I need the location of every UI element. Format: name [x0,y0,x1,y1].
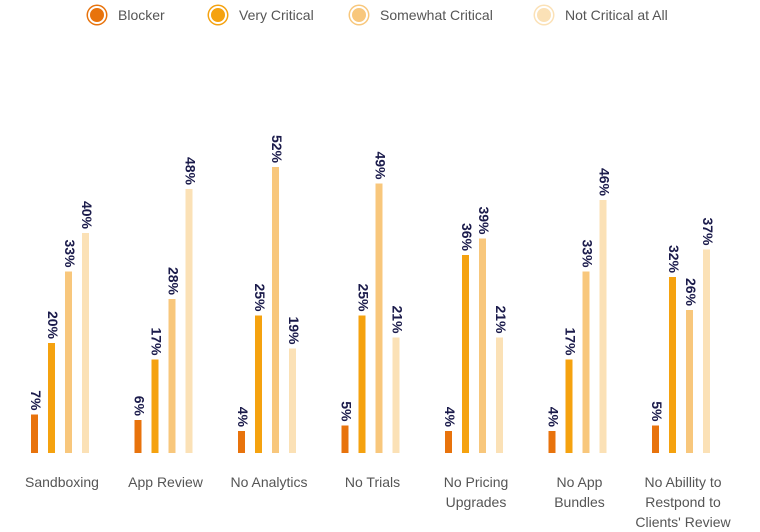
legend-swatch-very-critical [209,6,227,24]
legend-swatch-not-critical [535,6,553,24]
category-label: Clients' Review [635,514,731,530]
bar [565,359,573,453]
legend-item-not-critical: Not Critical at All [535,6,668,24]
bar [65,271,72,453]
bar [582,271,590,453]
category-label: No Pricing [444,474,509,490]
data-label: 4% [235,407,251,428]
bar [703,249,710,453]
bar [272,167,279,453]
bar [48,343,55,453]
data-label: 19% [286,316,302,345]
data-label: 25% [252,283,268,312]
bar [82,233,89,453]
bar [599,200,607,453]
data-label: 26% [683,278,699,307]
bar [134,420,142,453]
data-label: 7% [28,390,44,411]
data-label: 46% [596,168,612,197]
data-label: 6% [131,396,147,417]
legend-item-somewhat-critical: Somewhat Critical [350,6,493,24]
data-label: 21% [493,305,509,334]
category-label: No Analytics [230,474,307,490]
bar [151,359,159,453]
legend-swatch-blocker [88,6,106,24]
data-label: 33% [579,239,595,268]
bar [669,277,676,453]
category-label: Restpond to [645,494,721,510]
bar [341,425,349,453]
bar [255,315,262,453]
bar [168,299,176,453]
bar [462,255,469,453]
category-label: Upgrades [446,494,507,510]
data-label: 52% [269,135,285,164]
bar [479,238,486,453]
bar [445,431,452,453]
data-label: 37% [700,217,716,246]
data-label: 4% [545,407,561,428]
data-label: 49% [372,151,388,180]
data-label: 25% [355,283,371,312]
legend-label-blocker: Blocker [118,7,165,23]
data-label: 17% [148,327,164,356]
data-label: 48% [182,157,198,186]
bar [238,431,245,453]
category-label: No Abillity to [644,474,721,490]
data-label: 28% [165,267,181,296]
data-label: 32% [666,245,682,274]
data-label: 17% [562,327,578,356]
bar [548,431,556,453]
bar [392,337,400,453]
data-label: 21% [389,305,405,334]
data-label: 4% [442,407,458,428]
data-label: 33% [62,239,78,268]
category-label: Bundles [554,494,605,510]
bar [185,189,193,453]
data-label: 39% [476,206,492,235]
bar [686,310,693,453]
data-label: 40% [79,201,95,230]
data-label: 20% [45,311,61,340]
data-label: 36% [459,223,475,252]
bar [375,183,383,453]
legend-label-not-critical: Not Critical at All [565,7,668,23]
legend-label-somewhat-critical: Somewhat Critical [380,7,493,23]
data-label: 5% [649,401,665,422]
bar [496,337,503,453]
bar [289,348,296,453]
category-label: No App [557,474,603,490]
data-label: 5% [338,401,354,422]
bar [358,315,366,453]
category-label: No Trials [345,474,400,490]
bar [31,414,38,453]
category-label: App Review [128,474,204,490]
category-label: Sandboxing [25,474,99,490]
legend-swatch-somewhat-critical [350,6,368,24]
legend-item-blocker: Blocker [88,6,165,24]
bar [652,425,659,453]
legend-label-very-critical: Very Critical [239,7,314,23]
legend-item-very-critical: Very Critical [209,6,314,24]
legend: Blocker Very Critical Somewhat Critical … [0,2,760,30]
